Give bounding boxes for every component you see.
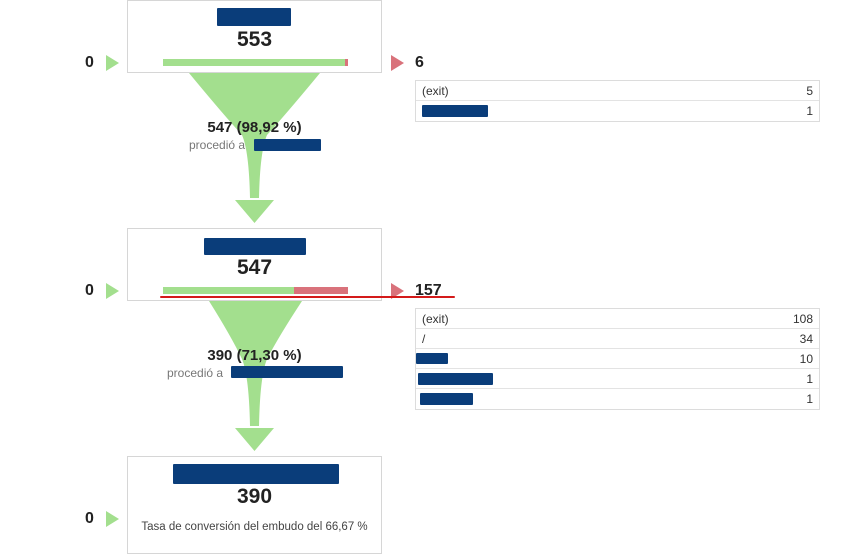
table-row[interactable]: 1 (416, 369, 819, 389)
funnel-step-3[interactable]: 390 Tasa de conversión del embudo del 66… (127, 456, 382, 554)
step-2-exits[interactable]: 157 (415, 282, 442, 299)
funnel-step-2[interactable]: 547 (127, 228, 382, 301)
exit-page-label: / (422, 332, 426, 346)
step-3-count: 390 (236, 485, 273, 508)
exit-page-count: 108 (792, 312, 813, 326)
entry-arrow-icon (106, 511, 119, 527)
exit-page-count: 10 (799, 352, 813, 366)
step-2-exit-table: (exit) 108 / 34 10 1 1 (415, 308, 820, 410)
step-2-exit-bar (294, 287, 348, 294)
exit-page-redacted (420, 393, 473, 405)
step-3-title-redacted (173, 464, 339, 484)
funnel-step-1[interactable]: 553 (127, 0, 382, 73)
exit-page-count: 34 (799, 332, 813, 346)
step-1-exits[interactable]: 6 (415, 54, 424, 71)
exit-page-count: 1 (806, 104, 813, 118)
exit-page-label: (exit) (422, 84, 449, 98)
exit-page-count: 1 (806, 392, 813, 406)
red-underline-annotation (160, 296, 455, 298)
exit-page-count: 1 (806, 372, 813, 386)
flow-1-label: procedió a (189, 138, 246, 152)
exit-arrow-icon (391, 55, 404, 71)
exit-page-redacted (422, 105, 488, 117)
table-row[interactable]: (exit) 108 (416, 309, 819, 329)
flow-1-count: 547 (98,92 %) (207, 119, 302, 136)
table-row[interactable]: 10 (416, 349, 819, 369)
exit-page-redacted (418, 373, 493, 385)
exit-arrow-icon (391, 283, 404, 299)
entry-arrow-icon (106, 55, 119, 71)
step-1-title-redacted (217, 8, 291, 26)
table-row[interactable]: 1 (416, 101, 819, 121)
step-1-count: 553 (236, 28, 273, 51)
table-row[interactable]: 1 (416, 389, 819, 409)
entry-arrow-icon (106, 283, 119, 299)
exit-page-label: (exit) (422, 312, 449, 326)
step-3-entries[interactable]: 0 (85, 510, 94, 527)
exit-page-redacted (416, 353, 448, 364)
step-1-continued-bar (163, 59, 345, 66)
funnel-flow-2-shape (209, 301, 302, 451)
funnel-conversion-rate: Tasa de conversión del embudo del 66,67 … (141, 521, 368, 533)
step-1-exit-table: (exit) 5 1 (415, 80, 820, 122)
flow-2-label: procedió a (167, 366, 224, 380)
step-2-count: 547 (236, 256, 273, 279)
funnel-flow-1-shape (189, 73, 320, 223)
table-row[interactable]: / 34 (416, 329, 819, 349)
exit-page-count: 5 (806, 84, 813, 98)
step-1-entries[interactable]: 0 (85, 54, 94, 71)
step-2-entries[interactable]: 0 (85, 282, 94, 299)
flow-2-target-redacted (231, 366, 343, 378)
flow-2-count: 390 (71,30 %) (207, 347, 302, 364)
step-1-exit-bar (345, 59, 348, 66)
step-2-title-redacted (204, 238, 306, 255)
step-2-continued-bar (163, 287, 294, 294)
flow-1-target-redacted (254, 139, 321, 151)
table-row[interactable]: (exit) 5 (416, 81, 819, 101)
